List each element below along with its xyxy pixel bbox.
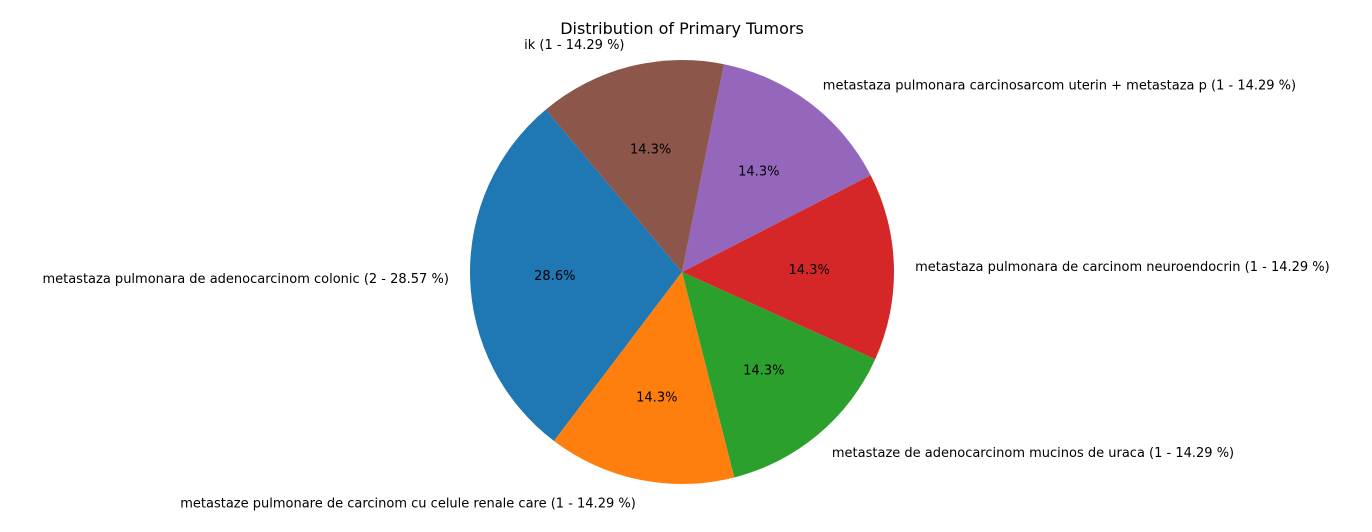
slice-label: metastaze pulmonare de carcinom cu celul… <box>180 497 636 512</box>
slice-percent-label: 14.3% <box>743 363 784 378</box>
slice-percent-label: 28.6% <box>534 269 575 284</box>
pie-slice <box>545 59 725 273</box>
pie-slices <box>470 59 894 484</box>
chart-title: Distribution of Primary Tumors <box>560 19 804 38</box>
slice-percent-label: 14.3% <box>630 143 671 158</box>
slice-label: metastaza pulmonara de carcinom neuroend… <box>915 260 1330 275</box>
slice-label: metastaza pulmonara carcinosarcom uterin… <box>823 79 1296 94</box>
slice-percent-label: 14.3% <box>789 263 830 278</box>
slice-percent-label: 14.3% <box>738 165 779 180</box>
pie-slice <box>470 109 682 441</box>
pie-percent-labels: 28.6% 14.3% 14.3% 14.3% 14.3% 14.3% <box>534 143 830 406</box>
slice-label: ik (1 - 14.29 %) <box>524 38 624 53</box>
pie-slice <box>682 64 871 272</box>
pie-slice <box>682 272 876 478</box>
pie-slice <box>553 272 735 484</box>
slice-label: metastaze de adenocarcinom mucinos de ur… <box>832 446 1234 461</box>
slice-percent-label: 14.3% <box>636 391 677 406</box>
slice-label: metastaza pulmonara de adenocarcinom col… <box>42 272 448 287</box>
pie-slice <box>682 175 894 360</box>
pie-slice-labels: metastaza pulmonara de adenocarcinom col… <box>42 38 1329 511</box>
